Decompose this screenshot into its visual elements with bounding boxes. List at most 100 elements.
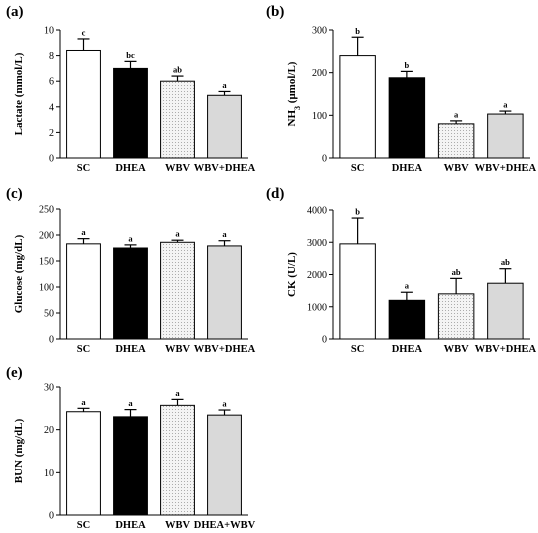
significance-label: bc [126,50,135,60]
y-tick-label: 100 [39,283,54,294]
y-tick-label: 4 [49,102,54,113]
y-tick-label: 10 [44,26,54,37]
y-axis-label: NH3 (μmol/L) [286,61,302,126]
y-axis-label: Glucose (mg/dL) [13,234,25,313]
x-tick-label: DHEA [115,520,146,531]
y-tick-label: 6 [49,77,54,88]
x-tick-label: DHEA [392,163,423,174]
y-tick-label: 30 [44,383,54,394]
chart-panel-a: (a) 0 2 4 6 8 10 Lactate (mmol/L) c SC bc DHEA ab WBV… [6,4,256,174]
bar-sc [66,243,101,340]
bar-wbv [160,80,195,159]
x-tick-label: WBV [444,344,470,355]
bar-dhea [113,416,148,516]
x-tick-label: DHEA+WBV [194,520,256,531]
y-tick-label: 2000 [307,270,327,281]
significance-label: a [81,227,86,237]
bar-dhea [388,77,426,159]
y-tick-label: 0 [322,154,327,165]
x-tick-label: WBV [165,163,191,174]
x-tick-label: WBV+DHEA [475,163,537,174]
significance-label: a [222,229,227,239]
y-tick-label: 300 [312,26,327,37]
significance-label: a [222,80,227,90]
y-tick-label: 0 [322,335,327,346]
panel-label: (d) [266,186,284,202]
significance-label: b [405,60,410,70]
significance-label: ab [452,267,461,277]
y-tick-label: 250 [39,205,54,216]
y-tick-label: 0 [49,511,54,522]
y-tick-label: 20 [44,425,54,436]
x-tick-label: SC [351,163,364,174]
x-tick-label: DHEA [392,344,423,355]
y-tick-label: 10 [44,468,54,479]
x-tick-label: WBV [444,163,470,174]
significance-label: a [222,399,227,409]
bar-wbv [160,404,195,516]
significance-label: a [405,281,410,291]
y-tick-label: 100 [312,111,327,122]
bar-dhea [113,67,148,159]
x-tick-label: WBV+DHEA [194,344,256,355]
significance-label: a [503,100,508,110]
y-tick-label: 200 [312,68,327,79]
bar-sc [66,411,101,516]
y-tick-label: 200 [39,231,54,242]
panel-label: (b) [266,4,284,20]
x-tick-label: SC [77,344,90,355]
bar-wbv [160,241,195,340]
x-tick-label: SC [77,520,90,531]
x-tick-label: DHEA [115,344,146,355]
bar-sc [339,55,376,159]
bar-dhea [388,299,426,340]
significance-label: b [355,207,360,217]
y-tick-label: 0 [49,335,54,346]
significance-label: a [175,229,180,239]
x-tick-label: SC [77,163,90,174]
panel-label: (e) [6,365,23,381]
chart-panel-e: (e) 0 10 20 30 BUN (mg/dL) a SC a DHEA a WBV a DHEA+W… [6,365,256,531]
significance-label: a [454,109,459,119]
x-tick-label: WBV [165,344,191,355]
bar-wbv [437,123,475,159]
significance-label: ab [173,65,182,75]
bar-sc [339,243,376,340]
bar-sc [66,49,101,159]
y-axis-label: CK (U/L) [286,252,298,297]
significance-label: a [128,233,133,243]
x-tick-label: WBV+DHEA [475,344,537,355]
bar-wbv-plus-dhea [487,113,524,159]
bar-dhea-plus-wbv [207,414,242,516]
y-tick-label: 0 [49,154,54,165]
y-tick-label: 4000 [307,206,327,217]
x-tick-label: WBV+DHEA [194,163,256,174]
chart-panel-c: (c) 0 50 100 150 200 250 Glucose (mg/dL) a SC a DHE… [6,186,256,355]
y-tick-label: 50 [44,309,54,320]
x-tick-label: SC [351,344,364,355]
bar-wbv [437,293,475,340]
y-axis-label: Lactate (mmol/L) [13,52,25,135]
significance-label: a [175,388,180,398]
bar-wbv-plus-dhea [487,282,524,340]
y-tick-label: 150 [39,257,54,268]
y-tick-label: 1000 [307,302,327,313]
y-tick-label: 2 [49,128,54,139]
panel-label: (a) [6,4,24,20]
significance-label: c [82,27,86,37]
chart-panel-d: (d) 0 1000 2000 3000 4000 CK (U/L) b SC a DHEA ab WB… [266,186,536,355]
x-tick-label: WBV [165,520,191,531]
bar-wbv-plus-dhea [207,245,242,340]
y-tick-label: 8 [49,51,54,62]
x-tick-label: DHEA [115,163,146,174]
chart-panel-b: (b) 0 100 200 300 NH3 (μmol/L) b SC b DHEA a WBV a WB… [266,4,536,174]
y-tick-label: 3000 [307,238,327,249]
bar-dhea [113,247,148,340]
significance-label: ab [501,257,510,267]
significance-label: a [81,397,86,407]
bar-wbv-plus-dhea [207,94,242,159]
y-axis-label: BUN (mg/dL) [13,418,25,483]
panel-label: (c) [6,186,23,202]
significance-label: b [355,26,360,36]
